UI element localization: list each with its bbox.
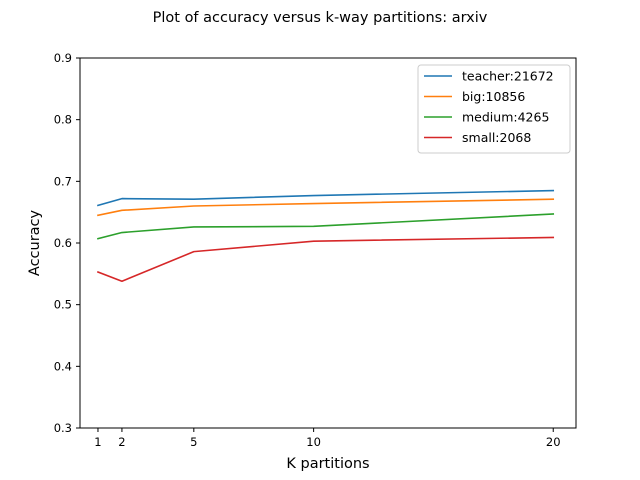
series-line <box>96 213 555 240</box>
y-tick-label: 0.5 <box>54 298 72 312</box>
series-line <box>96 236 555 283</box>
y-axis-label: Accuracy <box>27 209 43 276</box>
x-axis-label: K partitions <box>286 456 369 472</box>
y-tick-label: 0.8 <box>54 113 72 127</box>
x-tick-label: 2 <box>118 435 125 449</box>
x-tick-label: 5 <box>190 435 197 449</box>
legend-label: small:2068 <box>462 130 531 145</box>
x-axis-ticks: 1 2 5 10 20 <box>94 428 561 449</box>
chart-title: Plot of accuracy versus k-way partitions… <box>153 10 488 26</box>
y-tick-label: 0.6 <box>54 236 72 250</box>
series-line <box>96 189 555 207</box>
legend-label: teacher:21672 <box>462 69 554 84</box>
legend-label: big:10856 <box>462 89 525 104</box>
plot-area: 1 2 5 10 20 0.3 0.4 0.5 0.6 0.7 0.8 0.9 <box>54 51 577 449</box>
series-lines <box>96 189 555 283</box>
series-line <box>97 198 555 217</box>
y-tick-label: 0.4 <box>54 359 72 373</box>
legend: teacher:21672 big:10856 medium:4265 small:2… <box>417 64 571 154</box>
x-tick-label: 20 <box>546 435 561 449</box>
y-tick-label: 0.3 <box>54 421 72 435</box>
y-axis-ticks: 0.3 0.4 0.5 0.6 0.7 0.8 0.9 <box>54 51 80 435</box>
y-tick-label: 0.7 <box>54 174 72 188</box>
x-tick-label: 1 <box>94 435 101 449</box>
x-tick-label: 10 <box>306 435 321 449</box>
y-tick-label: 0.9 <box>54 51 72 65</box>
legend-box <box>417 64 571 154</box>
legend-label: medium:4265 <box>462 110 549 125</box>
